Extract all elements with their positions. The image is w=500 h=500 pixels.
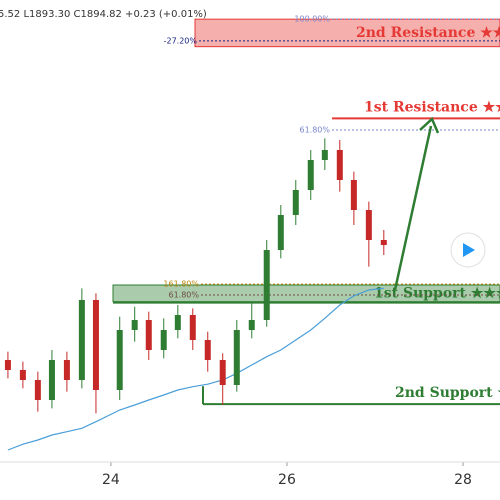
- candle-body: [263, 250, 270, 320]
- candle-body: [307, 160, 314, 190]
- candle-body: [277, 215, 284, 250]
- candle-body: [189, 315, 196, 340]
- fib-label: 61.80%: [299, 126, 330, 135]
- candle-body: [19, 370, 26, 380]
- candle-body: [34, 380, 41, 400]
- support-line-label: 2nd Support ★: [395, 385, 500, 401]
- x-tick-label: 28: [454, 472, 472, 488]
- fib-label: -27.20%: [164, 36, 198, 45]
- candle-body: [233, 330, 240, 385]
- candle-body: [248, 320, 255, 330]
- candle-body: [78, 300, 85, 380]
- fib-label: 100.00%: [294, 15, 330, 24]
- candle-body: [380, 240, 387, 245]
- candle-body: [292, 190, 299, 215]
- candle-body: [116, 330, 123, 390]
- candle-body: [131, 320, 138, 330]
- candle-body: [204, 340, 211, 360]
- candle-body: [160, 330, 167, 350]
- fib-label: 61.80%: [168, 291, 199, 300]
- candle-body: [219, 360, 226, 385]
- arrow: [393, 125, 433, 291]
- candle-body: [4, 360, 11, 370]
- x-tick-label: 24: [102, 472, 120, 488]
- candle-body: [365, 210, 372, 240]
- candle-body: [350, 180, 357, 210]
- play-icon: [463, 243, 475, 257]
- candle-body: [63, 360, 70, 380]
- resistance-zone-label: 2nd Resistance ★★: [356, 25, 500, 41]
- candle-body: [48, 360, 55, 400]
- arrow-head: [419, 116, 440, 134]
- candle-body: [336, 150, 343, 180]
- candle-body: [174, 315, 181, 330]
- moving-average: [7, 287, 384, 451]
- header: 5.52 L1893.30 C1894.82 +0.23 (+0.01%): [0, 9, 207, 20]
- support-zone-label: 1st Support ★★★: [374, 286, 500, 302]
- resistance-line-label: 1st Resistance ★★: [364, 99, 500, 115]
- x-tick-label: 26: [278, 472, 296, 488]
- resistance-zone: [194, 18, 500, 48]
- candle-body: [321, 150, 328, 160]
- fib-label: 161.80%: [163, 280, 199, 289]
- candle-body: [145, 320, 152, 350]
- candle-body: [92, 300, 99, 390]
